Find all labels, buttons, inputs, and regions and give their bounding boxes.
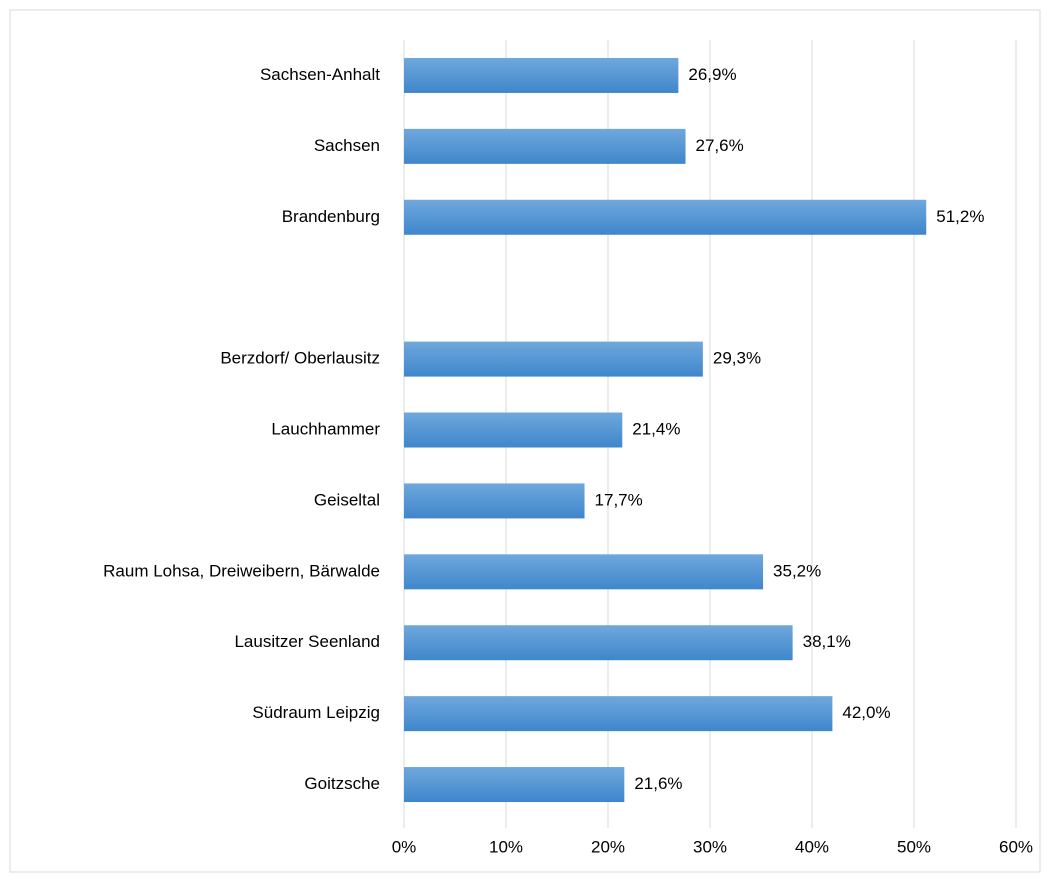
data-label: 51,2% bbox=[936, 207, 984, 226]
y-tick-label: Lauchhammer bbox=[271, 419, 380, 438]
bar bbox=[404, 341, 703, 377]
y-tick-label: Goitzsche bbox=[304, 774, 380, 793]
x-tick-label: 30% bbox=[693, 837, 727, 856]
data-label: 21,4% bbox=[632, 419, 680, 438]
y-tick-label: Geiseltal bbox=[314, 490, 380, 509]
y-tick-label: Berzdorf/ Oberlausitz bbox=[220, 349, 380, 368]
y-tick-label: Sachsen bbox=[314, 136, 380, 155]
x-tick-label: 20% bbox=[591, 837, 625, 856]
y-tick-label: Südraum Leipzig bbox=[252, 703, 380, 722]
data-label: 35,2% bbox=[773, 561, 821, 580]
data-label: 26,9% bbox=[688, 65, 736, 84]
bar bbox=[404, 483, 585, 519]
data-label: 29,3% bbox=[713, 349, 761, 368]
y-tick-label: Raum Lohsa, Dreiweibern, Bärwalde bbox=[103, 561, 380, 580]
bar bbox=[404, 767, 625, 803]
bar bbox=[404, 128, 686, 164]
y-tick-label: Lausitzer Seenland bbox=[234, 632, 380, 651]
x-tick-label: 50% bbox=[897, 837, 931, 856]
data-label: 27,6% bbox=[696, 136, 744, 155]
data-label: 21,6% bbox=[634, 774, 682, 793]
x-tick-label: 60% bbox=[999, 837, 1033, 856]
bar bbox=[404, 57, 679, 93]
data-label: 38,1% bbox=[803, 632, 851, 651]
bar bbox=[404, 696, 833, 732]
x-tick-label: 40% bbox=[795, 837, 829, 856]
data-label: 17,7% bbox=[595, 490, 643, 509]
bar bbox=[404, 625, 793, 661]
bar bbox=[404, 412, 623, 448]
x-tick-label: 10% bbox=[489, 837, 523, 856]
y-tick-label: Brandenburg bbox=[282, 207, 380, 226]
x-tick-label: 0% bbox=[392, 837, 417, 856]
bar bbox=[404, 199, 927, 235]
bar bbox=[404, 554, 764, 590]
y-tick-label: Sachsen-Anhalt bbox=[260, 65, 380, 84]
data-label: 42,0% bbox=[842, 703, 890, 722]
